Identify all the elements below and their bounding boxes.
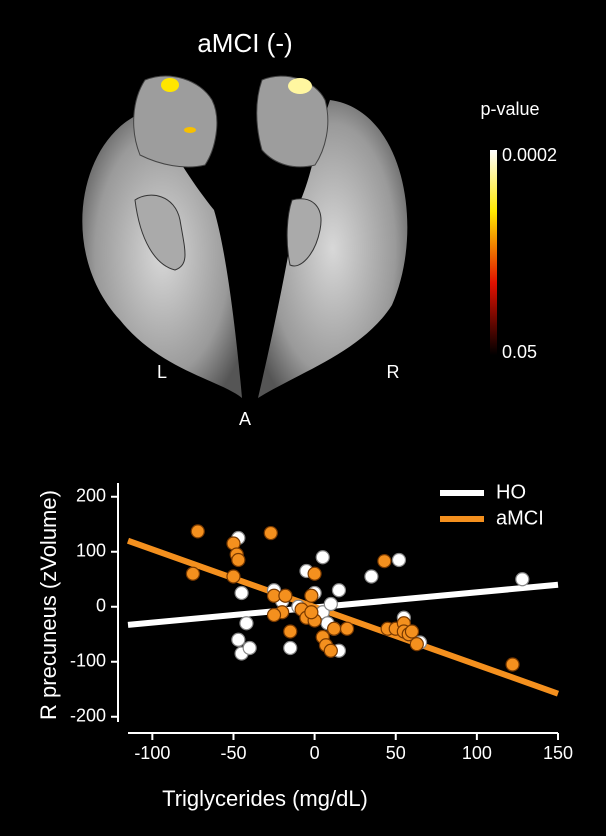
x-tick-label: -50 <box>220 743 246 763</box>
point <box>284 625 297 638</box>
legend-label: aMCI <box>496 507 544 529</box>
y-tick-label: -200 <box>70 706 106 726</box>
x-tick-label: -100 <box>134 743 170 763</box>
point <box>405 625 418 638</box>
anterior-label: A <box>239 409 251 429</box>
point <box>332 584 345 597</box>
point <box>232 554 245 567</box>
x-axis-title: Triglycerides (mg/dL) <box>162 786 368 811</box>
point <box>240 617 253 630</box>
y-tick-label: 200 <box>76 486 106 506</box>
y-tick-label: -100 <box>70 651 106 671</box>
point <box>243 642 256 655</box>
point <box>516 573 529 586</box>
point <box>227 570 240 583</box>
x-tick-label: 0 <box>310 743 320 763</box>
point <box>235 587 248 600</box>
brain-image <box>82 76 497 398</box>
point <box>324 644 337 657</box>
point <box>378 555 391 568</box>
point <box>268 609 281 622</box>
point <box>191 525 204 538</box>
right-label: R <box>387 362 400 382</box>
point <box>410 638 423 651</box>
point <box>279 589 292 602</box>
colorbar-label: p-value <box>480 99 539 119</box>
panel-title: aMCI (-) <box>197 28 292 58</box>
x-tick-label: 150 <box>543 743 573 763</box>
left-label: L <box>157 362 167 382</box>
point <box>308 567 321 580</box>
point <box>305 589 318 602</box>
y-tick-label: 100 <box>76 541 106 561</box>
point <box>316 551 329 564</box>
x-tick-label: 100 <box>462 743 492 763</box>
x-tick-label: 50 <box>386 743 406 763</box>
point <box>264 527 277 540</box>
point <box>506 658 519 671</box>
colorbar-bottom: 0.05 <box>502 342 537 362</box>
y-axis-title: R precuneus (zVolume) <box>36 490 61 720</box>
y-tick-label: 0 <box>96 596 106 616</box>
point <box>305 606 318 619</box>
point <box>232 633 245 646</box>
point <box>392 554 405 567</box>
point <box>284 642 297 655</box>
point <box>365 570 378 583</box>
legend-label: HO <box>496 481 526 503</box>
figure: aMCI (-) p-value 0.0002 0.05 L R A Trigl… <box>0 0 606 836</box>
colorbar-top: 0.0002 <box>502 145 557 165</box>
point <box>186 567 199 580</box>
point <box>324 598 337 611</box>
point <box>328 622 341 635</box>
point <box>341 622 354 635</box>
